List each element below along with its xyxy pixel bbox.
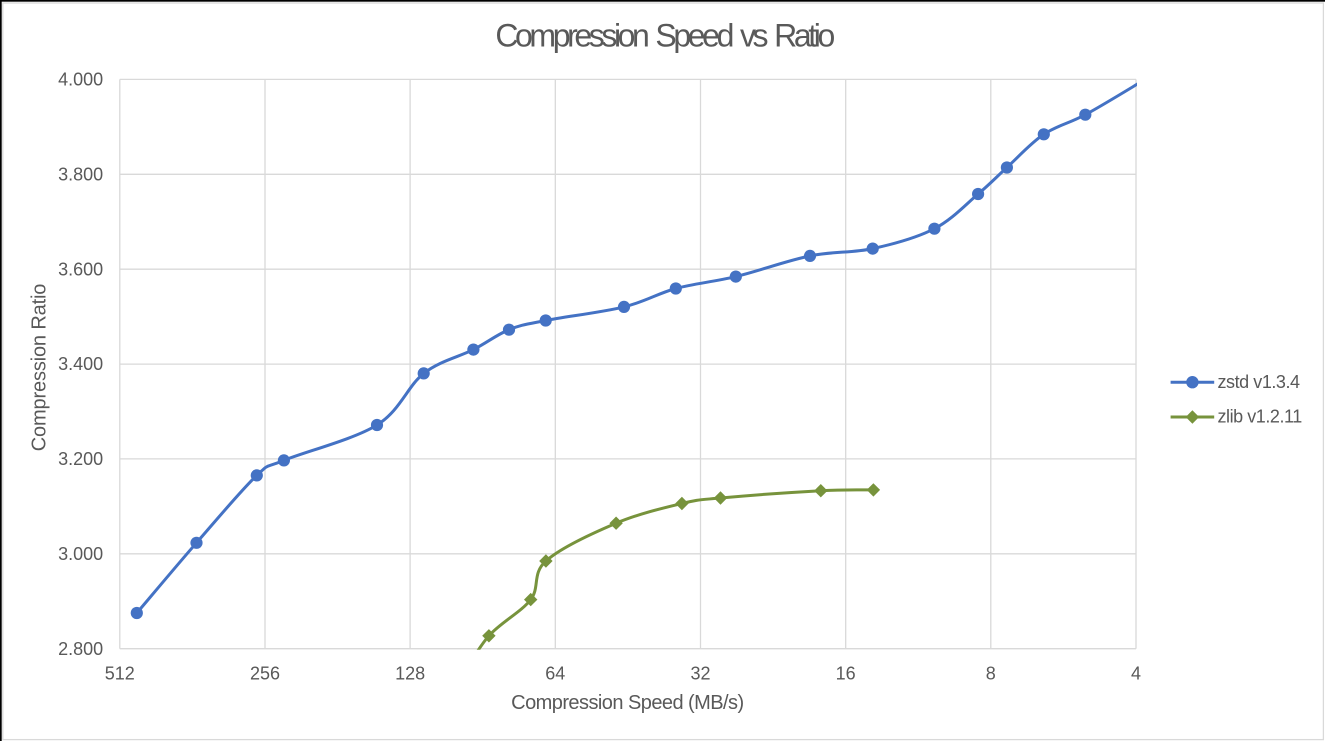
svg-text:2.800: 2.800	[58, 639, 103, 659]
svg-text:8: 8	[986, 663, 996, 683]
svg-text:64: 64	[545, 663, 565, 683]
svg-text:4: 4	[1131, 663, 1141, 683]
svg-text:16: 16	[836, 663, 856, 683]
svg-text:3.400: 3.400	[58, 354, 103, 374]
svg-text:3.800: 3.800	[58, 164, 103, 184]
svg-text:3.600: 3.600	[58, 259, 103, 279]
svg-text:512: 512	[105, 663, 135, 683]
svg-text:zlib v1.2.11: zlib v1.2.11	[1218, 407, 1303, 427]
svg-text:32: 32	[690, 663, 710, 683]
svg-text:3.200: 3.200	[58, 449, 103, 469]
svg-text:128: 128	[395, 663, 425, 683]
svg-text:Compression Ratio: Compression Ratio	[29, 284, 51, 452]
svg-text:Compression Speed vs Ratio: Compression Speed vs Ratio	[495, 18, 834, 54]
svg-text:3.000: 3.000	[58, 544, 103, 564]
svg-text:4.000: 4.000	[58, 70, 103, 90]
svg-text:Compression Speed (MB/s): Compression Speed (MB/s)	[511, 692, 743, 714]
svg-text:256: 256	[250, 663, 280, 683]
svg-text:zstd v1.3.4: zstd v1.3.4	[1218, 372, 1301, 392]
